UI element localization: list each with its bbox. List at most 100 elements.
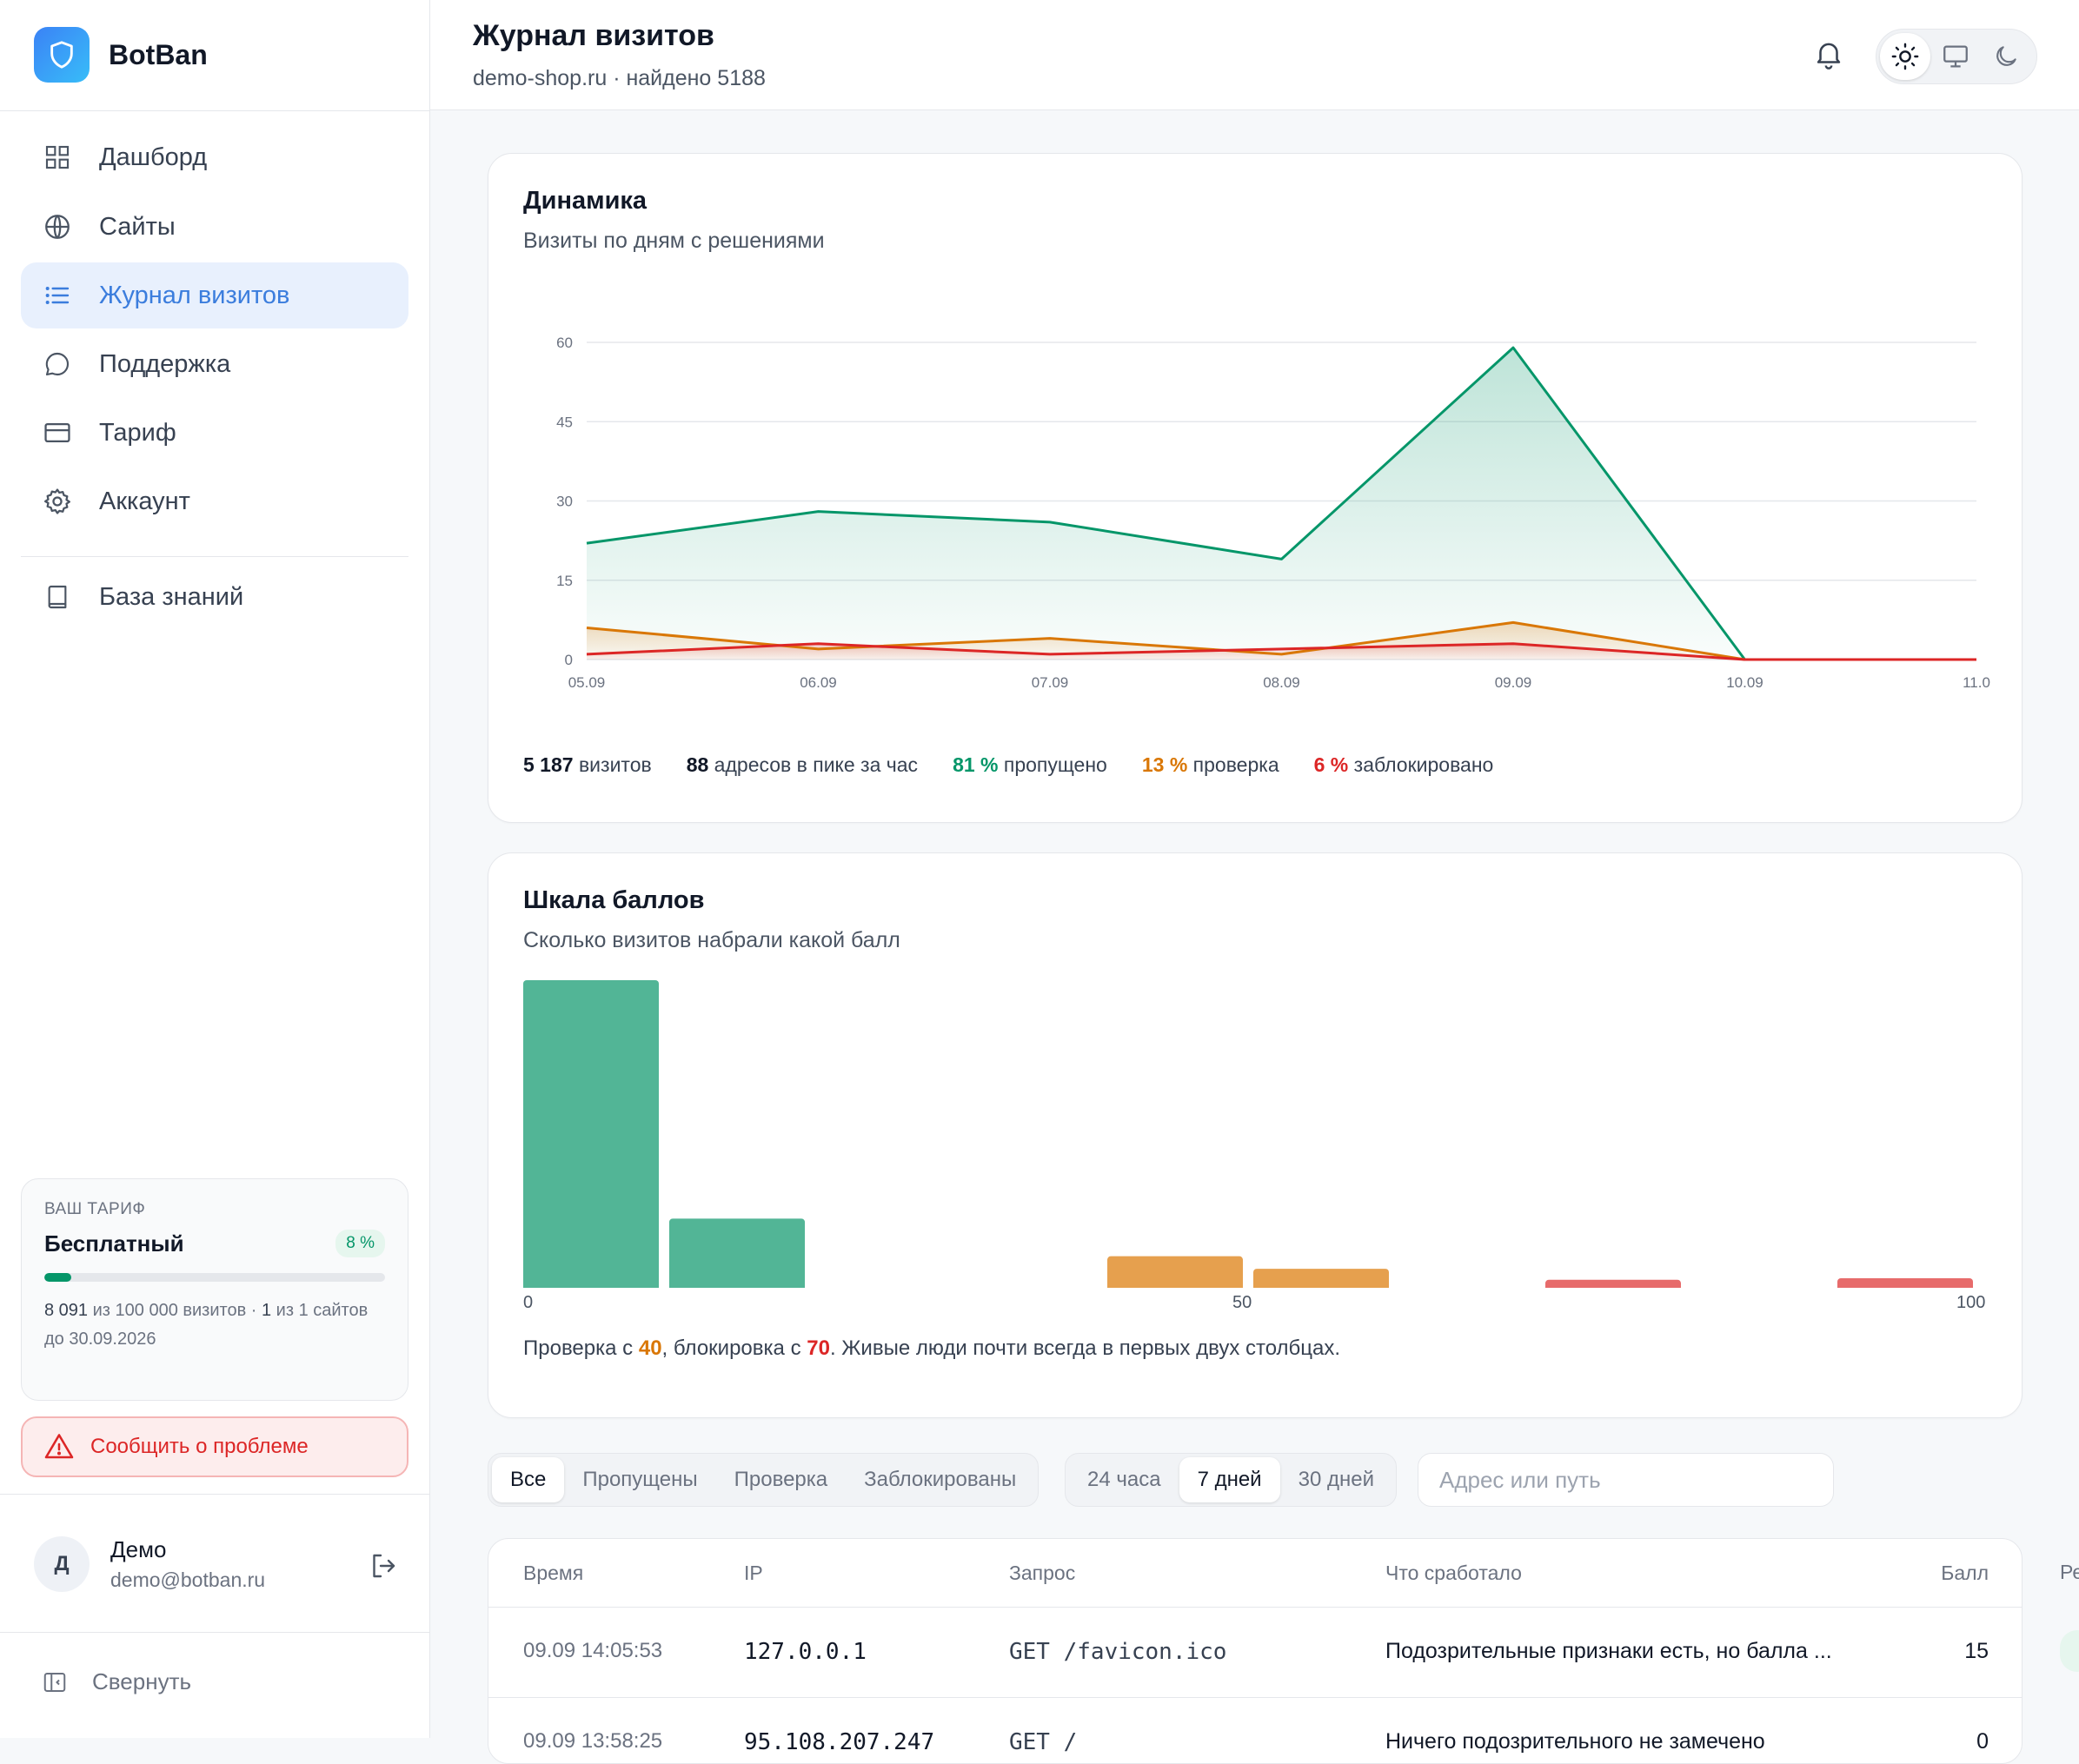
- plan-usage-badge: 8 %: [335, 1230, 385, 1257]
- nav-item-dashboard[interactable]: Дашборд: [21, 124, 408, 190]
- brand[interactable]: BotBan: [34, 26, 208, 83]
- column-header-score[interactable]: Балл: [1941, 1562, 1989, 1584]
- theme-dark-button[interactable]: [1981, 33, 2031, 80]
- score-axis-tick: 0: [523, 1293, 534, 1312]
- nav-label: Тариф: [99, 418, 176, 447]
- nav-label: Аккаунт: [99, 487, 190, 515]
- note-text: . Живые люди почти всегда в первых двух …: [829, 1336, 1341, 1360]
- stat-passed: 81 % пропущено: [953, 753, 1107, 777]
- avatar[interactable]: Д: [34, 1536, 90, 1592]
- score-subtitle: Сколько визитов набрали какой балл: [523, 928, 900, 952]
- theme-light-button[interactable]: [1880, 33, 1930, 80]
- gear-icon: [42, 486, 73, 517]
- chat-icon: [42, 348, 73, 380]
- period-24h-button[interactable]: 24 часа: [1087, 1468, 1161, 1491]
- cell-score: 15: [1964, 1639, 1989, 1663]
- nav-label: Журнал визитов: [99, 281, 290, 309]
- score-chart: [523, 980, 1973, 1288]
- column-header-ip[interactable]: IP: [744, 1562, 763, 1584]
- dynamics-card: Динамика Визиты по дням с решениями 0 15 3…: [488, 153, 2023, 823]
- header: Журнал визитов demo-shop.ru · найдено 51…: [430, 0, 2079, 110]
- visits-text: из 100 000 визитов ·: [92, 1301, 257, 1320]
- collapse-sidebar-button[interactable]: Свернуть: [42, 1668, 191, 1695]
- logout-icon[interactable]: [368, 1550, 399, 1586]
- dynamics-subtitle: Визиты по дням с решениями: [523, 229, 825, 253]
- period-7d-button[interactable]: 7 дней: [1179, 1457, 1280, 1502]
- filter-blocked-button[interactable]: Заблокированы: [864, 1468, 1017, 1491]
- user-email: demo@botban.ru: [110, 1568, 266, 1591]
- filter-check-button[interactable]: Проверка: [734, 1468, 828, 1491]
- sites-used: 1: [261, 1301, 272, 1320]
- stat-value: 5 187: [523, 753, 574, 776]
- stat-label: пропущено: [998, 753, 1107, 776]
- note-text: , блокировка с: [661, 1336, 807, 1360]
- collapse-label: Свернуть: [92, 1668, 192, 1694]
- filter-all-button[interactable]: Все: [492, 1457, 565, 1502]
- stat-blocked: 6 % заблокировано: [1314, 753, 1494, 777]
- series-area: [587, 643, 1976, 660]
- series-line: [586, 642, 1976, 661]
- histogram-bar: [1545, 1279, 1681, 1288]
- list-icon: [42, 280, 73, 311]
- table-row[interactable]: 09.09 13:58:25 95.108.207.247 GET / Ниче…: [488, 1698, 2022, 1763]
- monitor-icon: [1943, 45, 1968, 68]
- column-header-time[interactable]: Время: [523, 1562, 584, 1584]
- globe-icon: [42, 211, 73, 242]
- period-30d-button[interactable]: 30 дней: [1298, 1468, 1374, 1491]
- nav-item-tariff[interactable]: Тариф: [21, 400, 408, 466]
- column-header-reason[interactable]: Что сработало: [1385, 1562, 1522, 1584]
- nav-label: База знаний: [99, 582, 244, 611]
- nav-label: Сайты: [99, 212, 176, 241]
- y-tick-label: 30: [556, 494, 573, 510]
- report-problem-label: Сообщить о проблеме: [90, 1435, 309, 1458]
- nav-item-visit-log[interactable]: Журнал визитов: [21, 262, 408, 328]
- divider: [488, 1607, 2022, 1608]
- dynamics-stats: 5 187 визитов 88 адресов в пике за час 8…: [523, 753, 1528, 777]
- histogram-bar: [669, 1218, 805, 1288]
- filter-passed-button[interactable]: Пропущены: [582, 1468, 698, 1491]
- shield-logo-icon: [34, 27, 90, 83]
- column-header-request[interactable]: Запрос: [1009, 1562, 1076, 1584]
- x-tick-label: 05.09: [568, 674, 606, 691]
- score-axis-tick: 100: [1956, 1293, 1986, 1312]
- report-problem-button[interactable]: Сообщить о проблеме: [21, 1416, 408, 1477]
- histogram-bar: [1837, 1277, 1973, 1288]
- stat-check: 13 % проверка: [1142, 753, 1279, 777]
- sidebar-collapse-icon: [42, 1669, 68, 1695]
- nav-label: Дашборд: [99, 143, 208, 171]
- histogram-bar: [1107, 1256, 1243, 1288]
- stat-label: проверка: [1187, 753, 1279, 776]
- plan-usage-text: 8 091 из 100 000 визитов · 1 из 1 сайтов: [44, 1297, 385, 1324]
- sun-icon: [1891, 43, 1919, 70]
- stat-label: визитов: [573, 753, 652, 776]
- plan-card[interactable]: ВАШ ТАРИФ Бесплатный 8 % 8 091 из 100 00…: [21, 1178, 408, 1401]
- note-block-threshold: 70: [807, 1336, 830, 1360]
- nav-item-sites[interactable]: Сайты: [21, 194, 408, 260]
- x-tick-label: 09.09: [1495, 674, 1532, 691]
- address-search-input[interactable]: [1418, 1453, 1834, 1507]
- stat-value: 13 %: [1141, 753, 1188, 776]
- dynamics-title: Динамика: [523, 187, 648, 215]
- cell-ip: 127.0.0.1: [744, 1639, 867, 1665]
- stat-label: заблокировано: [1348, 753, 1494, 776]
- grid-icon: [42, 142, 73, 173]
- stat-peak-addresses: 88 адресов в пике за час: [687, 753, 918, 777]
- column-header-extra: Ре: [2060, 1561, 2079, 1583]
- nav-item-support[interactable]: Поддержка: [21, 331, 408, 397]
- period-filter: 24 часа 7 дней 30 дней: [1065, 1453, 1397, 1507]
- x-tick-label: 08.09: [1263, 674, 1300, 691]
- moon-icon: [1996, 46, 2016, 66]
- note-check-threshold: 40: [638, 1336, 662, 1360]
- status-filter: Все Пропущены Проверка Заблокированы: [488, 1453, 1040, 1507]
- nav-item-account[interactable]: Аккаунт: [21, 468, 408, 534]
- series-area: [587, 348, 1976, 660]
- nav-item-knowledge-base[interactable]: База знаний: [21, 564, 408, 630]
- table-row[interactable]: 09.09 14:05:53 127.0.0.1 GET /favicon.ic…: [488, 1608, 2022, 1698]
- sites-text: из 1 сайтов: [276, 1301, 369, 1320]
- theme-system-button[interactable]: [1930, 33, 1981, 80]
- score-axis-tick: 50: [1232, 1293, 1252, 1312]
- cell-ip: 95.108.207.247: [744, 1729, 935, 1755]
- sidebar: BotBan Дашборд Сайты Журнал визитов Подд…: [0, 0, 430, 1738]
- bell-icon[interactable]: [1812, 36, 1845, 76]
- visits-used: 8 091: [44, 1301, 89, 1320]
